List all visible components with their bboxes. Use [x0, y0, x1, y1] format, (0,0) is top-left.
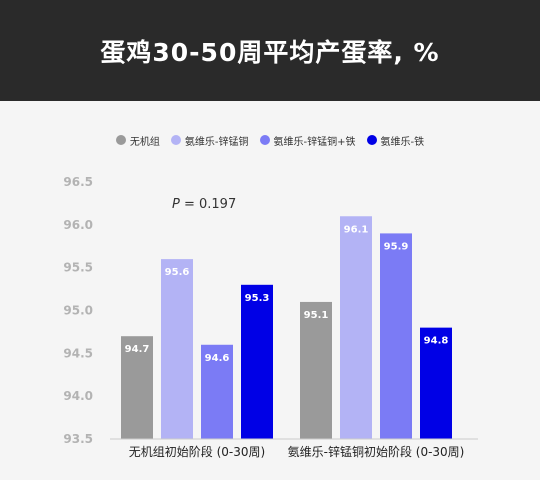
- bar-value-label: 94.8: [424, 336, 449, 347]
- chart-title: 蛋鸡30-50周平均产蛋率, %: [100, 37, 440, 67]
- chart-legend: 无机组 氨维乐-锌锰铜 氨维乐-锌锰铜+铁 氨维乐-铁: [0, 128, 540, 152]
- y-tick-label: 94.0: [63, 389, 93, 403]
- legend-label: 氨维乐-锌锰铜+铁: [273, 136, 356, 148]
- y-tick-label: 95.5: [63, 261, 93, 275]
- bar: [201, 344, 233, 439]
- bar: [241, 284, 273, 439]
- bar: [340, 216, 372, 439]
- bar: [380, 233, 412, 439]
- legend-item: 氨维乐-锌锰铜+铁: [259, 133, 356, 148]
- category-label: 氨维乐-锌锰铜初始阶段 (0-30周): [288, 444, 465, 459]
- bar: [161, 259, 193, 439]
- bar-value-label: 95.6: [165, 267, 190, 278]
- y-tick-label: 96.0: [63, 218, 93, 232]
- bar-value-label: 95.3: [245, 293, 270, 304]
- bar: [121, 336, 153, 439]
- x-axis: 无机组初始阶段 (0-30周) 氨维乐-锌锰铜初始阶段 (0-30周): [129, 444, 465, 459]
- category-label: 无机组初始阶段 (0-30周): [129, 444, 265, 459]
- y-tick-label: 96.5: [63, 175, 93, 189]
- bar-group: 94.7 95.6 94.6 95.3 95.1 96.1 95.9 94.8: [121, 216, 452, 439]
- legend-item: 氨维乐-锌锰铜: [170, 133, 249, 148]
- legend-label: 氨维乐-锌锰铜: [184, 136, 249, 148]
- y-axis: 93.5 94.0 94.5 95.0 95.5 96.0 96.5: [63, 175, 93, 446]
- bar-value-label: 94.6: [205, 353, 230, 364]
- legend-item: 无机组: [115, 133, 160, 148]
- chart-header: 蛋鸡30-50周平均产蛋率, %: [0, 0, 540, 101]
- legend-swatch: [170, 135, 181, 145]
- y-tick-label: 95.0: [63, 304, 93, 318]
- bar: [420, 327, 452, 439]
- bar-value-label: 95.9: [384, 241, 409, 252]
- legend-label: 氨维乐-铁: [380, 136, 425, 148]
- bar-value-label: 95.1: [304, 310, 329, 321]
- y-tick-label: 93.5: [63, 432, 93, 446]
- y-tick-label: 94.5: [63, 346, 93, 360]
- legend-swatch: [259, 135, 270, 145]
- bar-value-label: 94.7: [125, 344, 150, 355]
- legend-label: 无机组: [129, 136, 160, 148]
- legend-swatch: [115, 135, 126, 145]
- legend-item: 氨维乐-铁: [366, 133, 425, 148]
- bar-value-label: 96.1: [344, 224, 369, 235]
- bar: [300, 301, 332, 439]
- legend-swatch: [366, 135, 377, 145]
- p-value-annotation: P = 0.197: [172, 197, 236, 212]
